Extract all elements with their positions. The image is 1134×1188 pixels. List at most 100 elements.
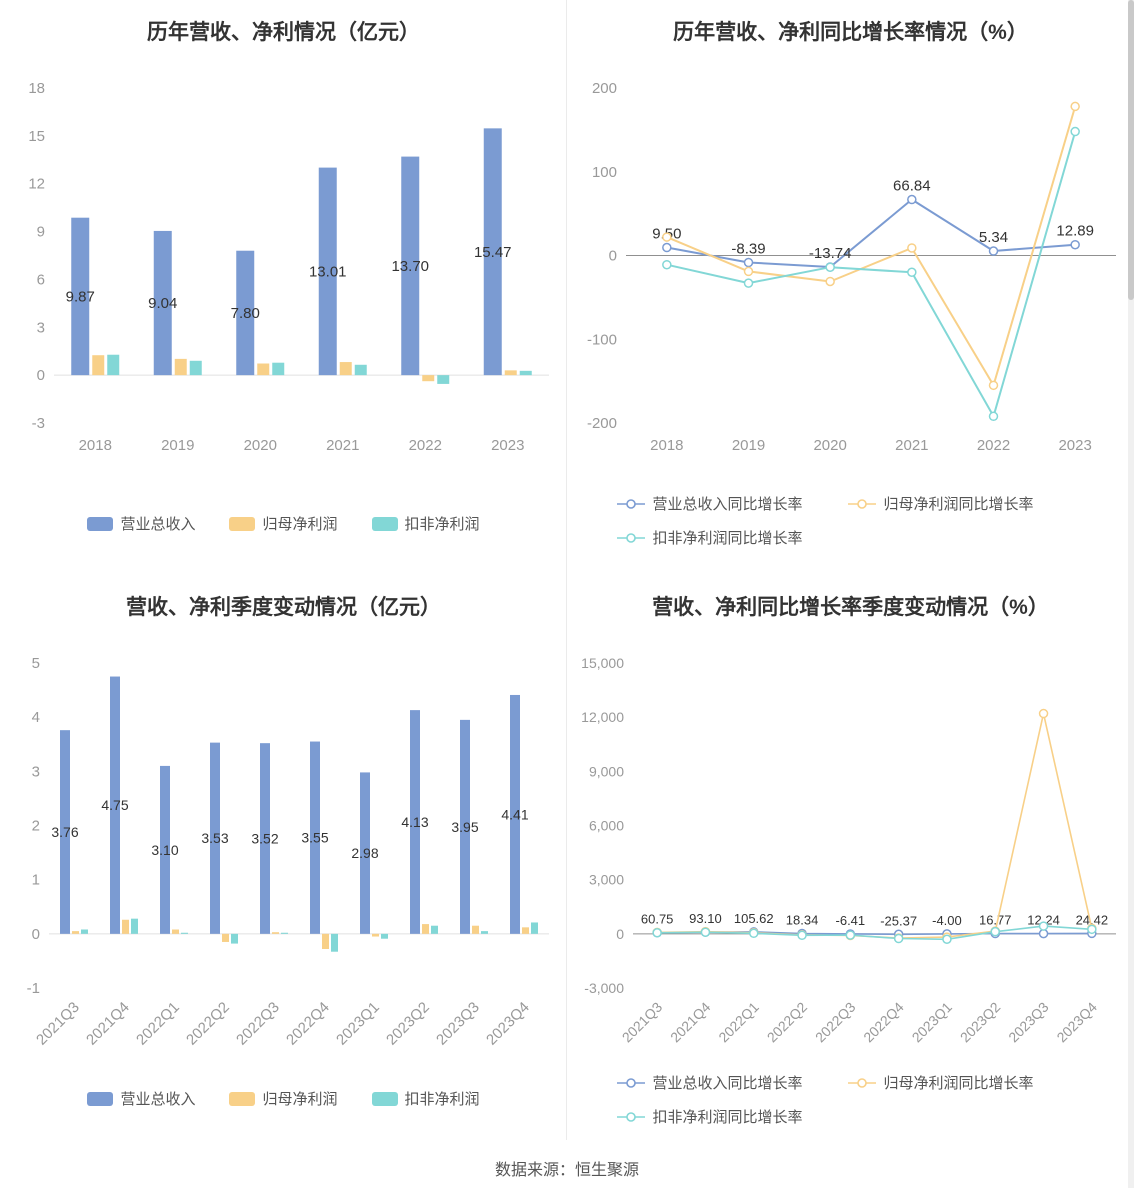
column-divider — [566, 0, 567, 1140]
y-tick-label: -3 — [31, 415, 44, 432]
point-label: 60.75 — [640, 912, 673, 927]
annual-growth-plot: -200-10001002002018201920202021202220239… — [586, 80, 1116, 454]
bar — [521, 927, 529, 934]
x-tick-label: 2023 — [1058, 437, 1091, 454]
bar — [171, 929, 179, 934]
bar — [71, 931, 79, 934]
bar-series-2 — [80, 918, 538, 952]
y-tick-label: -100 — [586, 331, 616, 348]
y-tick-label: -1 — [26, 980, 39, 997]
x-tick-label: 2023Q3 — [433, 999, 483, 1049]
legend-marker — [847, 498, 876, 509]
line — [665, 106, 1076, 387]
point-label: -4.00 — [932, 913, 962, 928]
quarterly-growth-legend: 营业总收入同比增长率 归母净利润同比增长率扣非净利润同比增长率 — [616, 1072, 1086, 1127]
bar — [230, 933, 238, 944]
y-tick-label: 3,000 — [588, 872, 623, 888]
bar — [359, 772, 370, 934]
legend-item-1[interactable]: 归母净利润同比增长率 — [847, 1072, 1034, 1093]
value-label: 9.87 — [65, 288, 94, 305]
x-tick-label: 2023 — [491, 437, 524, 454]
legend-item-2[interactable]: 扣非净利润同比增长率 — [616, 527, 803, 548]
point — [743, 278, 753, 288]
point — [1038, 708, 1048, 719]
data-source-text: 数据来源：恒生聚源 — [494, 1162, 639, 1179]
line-series-1 — [661, 101, 1080, 391]
x-tick-label: 2021 — [895, 437, 928, 454]
bar — [189, 360, 202, 376]
scrollbar-thumb[interactable] — [1128, 0, 1134, 300]
legend-marker — [87, 1091, 114, 1106]
legend-item-2[interactable]: 扣非净利润 — [371, 513, 480, 534]
legend-label: 归母净利润 — [262, 516, 338, 533]
value-label: 7.80 — [230, 305, 259, 322]
bar — [504, 370, 517, 376]
legend-item-1[interactable]: 归母净利润 — [229, 1088, 338, 1109]
point — [988, 246, 998, 256]
bar — [483, 128, 502, 376]
quarterly-growth-plot: -3,000 0 3,000 6,000 9,000 12,000 15,000 2021Q3… — [581, 655, 1116, 1046]
bar — [91, 355, 104, 376]
quarterly-growth-chart: -3,000 0 3,000 6,000 9,000 12,000 15,000 2021Q3… — [567, 633, 1134, 1068]
bar — [371, 933, 379, 937]
bar — [421, 375, 434, 382]
bar — [421, 924, 429, 934]
legend-item-0[interactable]: 营业总收入同比增长率 — [616, 493, 803, 514]
y-tick-label: 9 — [36, 224, 44, 241]
x-tick-label: 2021Q3 — [618, 999, 665, 1046]
point — [824, 262, 835, 272]
value-label: 4.13 — [401, 814, 428, 830]
bar — [159, 765, 170, 934]
y-tick-label: 18 — [28, 80, 45, 97]
legend-label: 营业总收入同比增长率 — [652, 1075, 803, 1092]
line — [656, 712, 1093, 939]
x-tick-label: 2023Q1 — [908, 999, 955, 1046]
y-tick-label: 0 — [616, 926, 624, 942]
y-tick-label: 200 — [591, 80, 616, 97]
bar — [271, 362, 284, 376]
point — [661, 232, 672, 242]
legend-item-1[interactable]: 归母净利润 — [229, 513, 338, 534]
legend-item-0[interactable]: 营业总收入 — [87, 1088, 195, 1109]
y-tick-label: 15 — [28, 128, 45, 145]
value-label: 3.95 — [451, 819, 478, 835]
bar — [121, 919, 129, 934]
legend-marker — [616, 1077, 645, 1088]
bar — [519, 370, 532, 376]
legend-label: 归母净利润 — [262, 1091, 338, 1108]
point — [1069, 126, 1080, 137]
legend-item-0[interactable]: 营业总收入 — [87, 513, 195, 534]
legend-marker — [616, 498, 645, 509]
y-axis: -3 0 3 6 9 12 15 18 — [28, 80, 45, 432]
y-tick-label: 100 — [591, 164, 616, 181]
bar-series-1 — [71, 919, 529, 949]
legend-label: 营业总收入 — [120, 516, 196, 533]
legend-item-1[interactable]: 归母净利润同比增长率 — [847, 493, 1034, 514]
footer: 数据来源：恒生聚源 — [0, 1140, 1134, 1180]
legend-item-2[interactable]: 扣非净利润 — [371, 1088, 480, 1109]
y-tick-label: 5 — [31, 655, 39, 672]
legend-item-2[interactable]: 扣非净利润同比增长率 — [616, 1106, 803, 1127]
bar — [153, 230, 172, 376]
y-tick-label: 15,000 — [581, 655, 624, 671]
x-tick-label: 2023Q4 — [483, 999, 533, 1049]
line-series-2 — [661, 126, 1080, 422]
point — [906, 243, 917, 253]
bar — [409, 710, 420, 934]
quarterly-values-legend: 营业总收入 归母净利润 扣非净利润 — [0, 1088, 567, 1109]
x-tick-label: 2023Q2 — [956, 999, 1003, 1046]
bar — [471, 925, 479, 934]
bar — [59, 730, 70, 934]
value-label: 2.98 — [351, 845, 378, 861]
point-label: -8.39 — [731, 241, 765, 258]
bar — [339, 362, 352, 376]
annual-values-plot: -3 0 3 6 9 12 15 18 2018 2019 2020 2021 2022 2023 9.87… — [28, 80, 549, 454]
point — [906, 267, 917, 277]
x-tick-label: 2022 — [976, 437, 1009, 454]
legend-label: 归母净利润同比增长率 — [883, 496, 1034, 513]
y-tick-label: 0 — [36, 367, 44, 384]
legend-item-0[interactable]: 营业总收入同比增长率 — [616, 1072, 803, 1093]
y-tick-label: 9,000 — [588, 763, 623, 779]
legend-label: 扣非净利润同比增长率 — [652, 530, 803, 547]
